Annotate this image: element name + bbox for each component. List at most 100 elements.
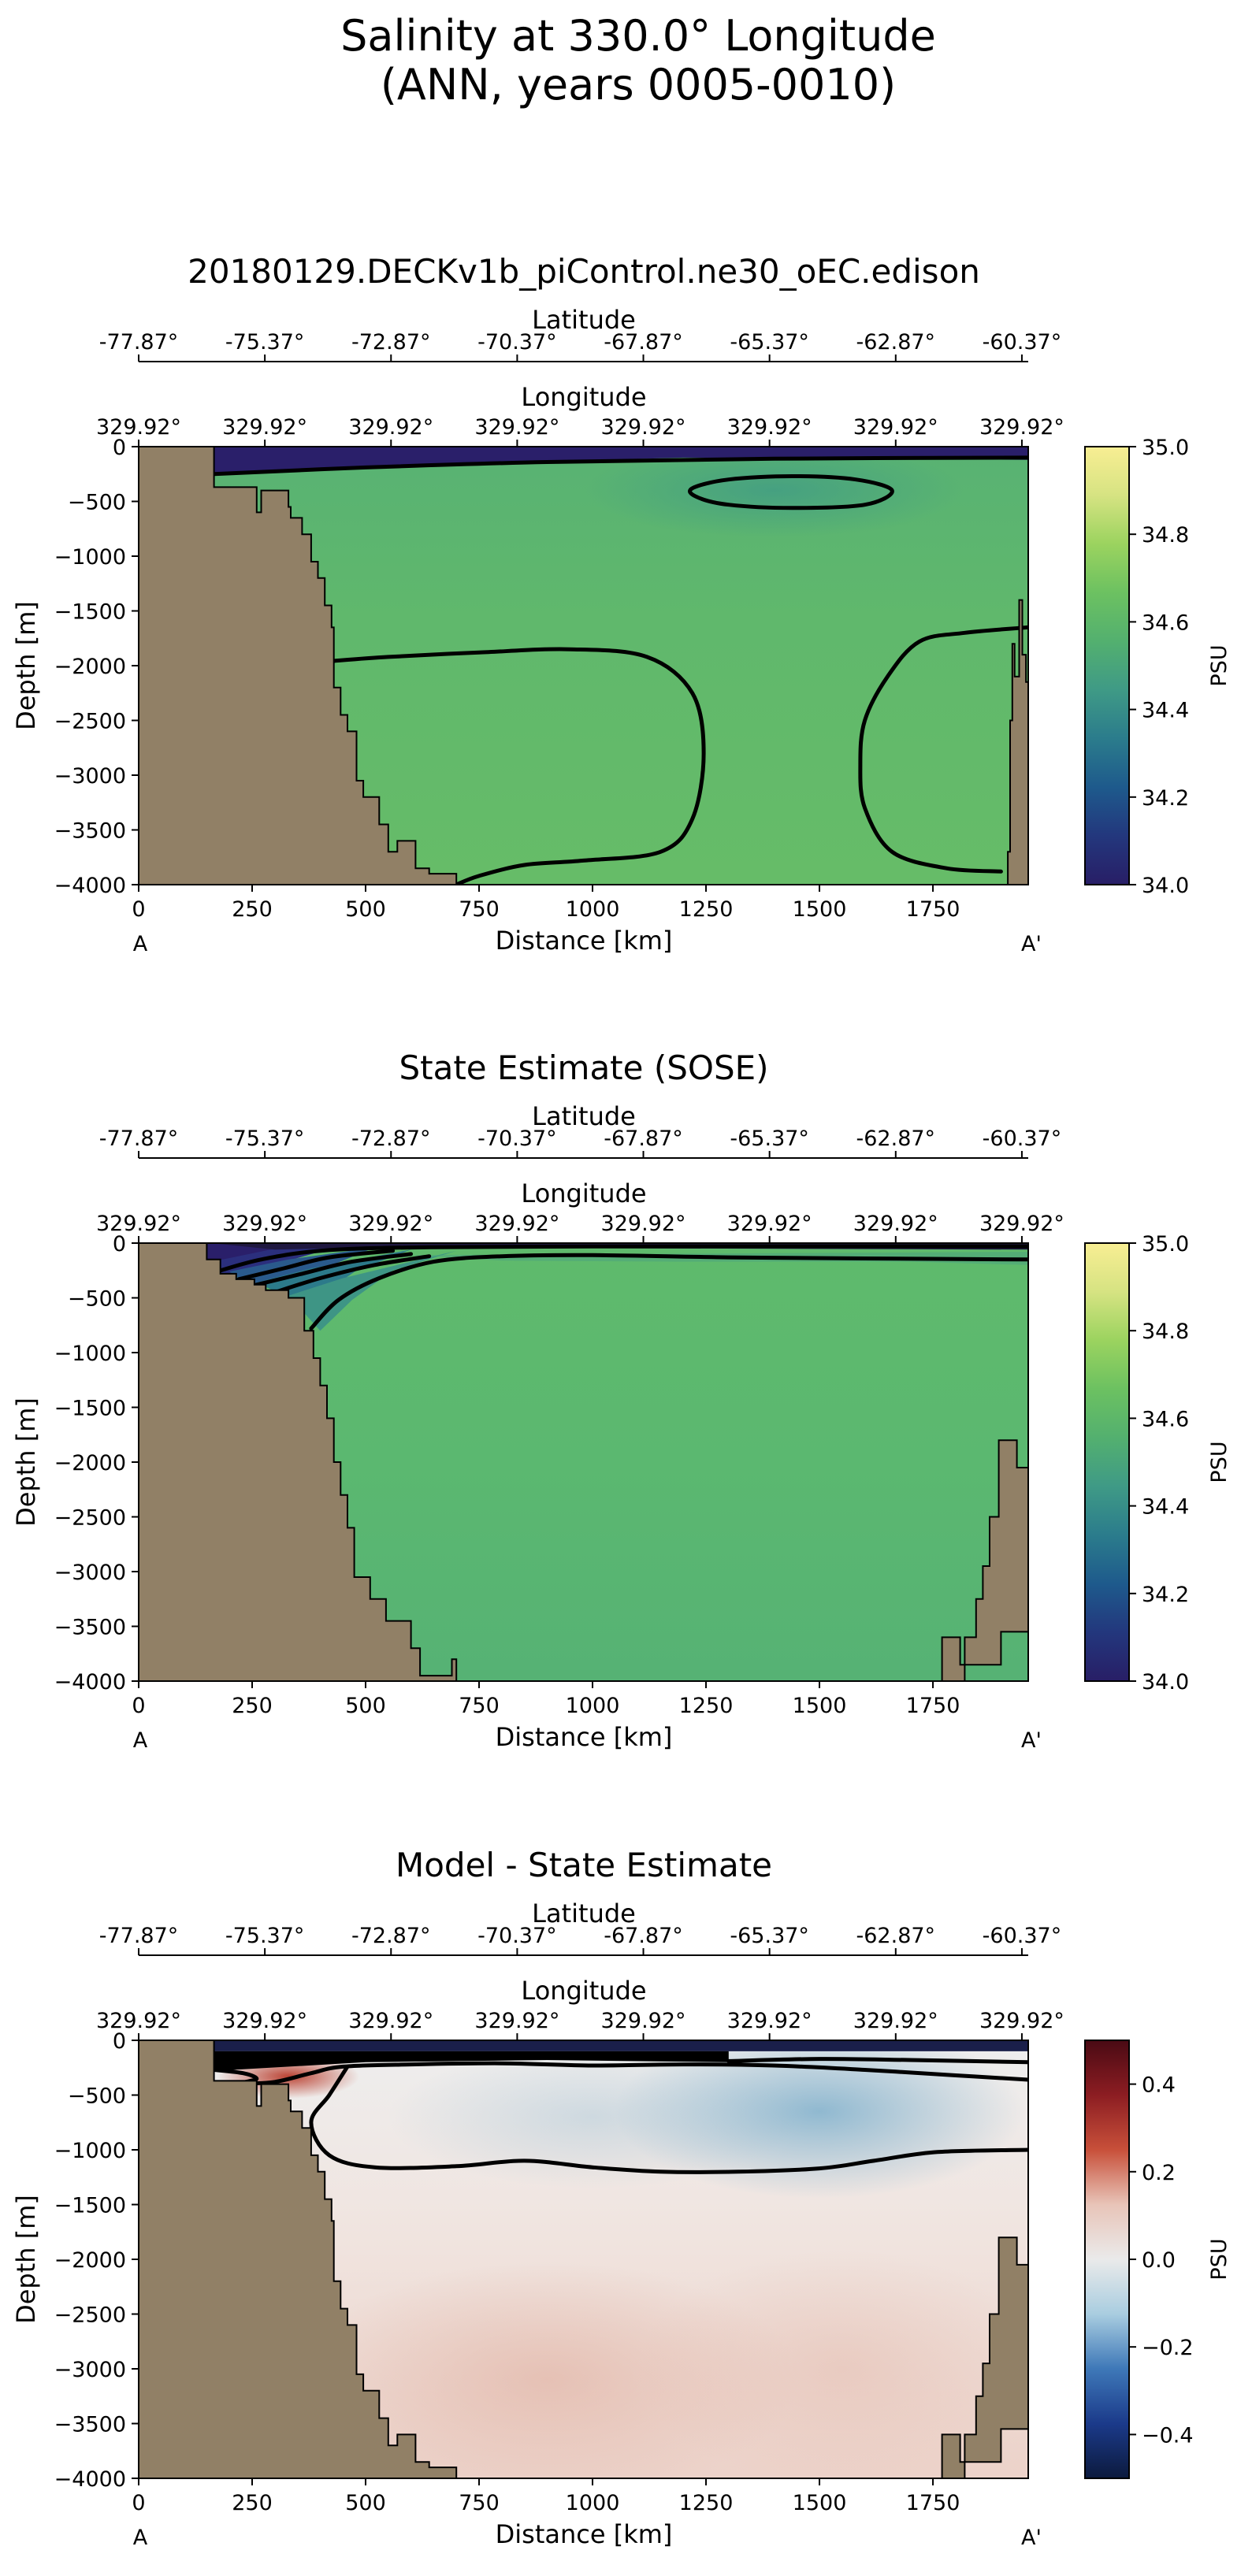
x-tick-label: 1750 bbox=[906, 897, 960, 922]
y-tick-label: 0 bbox=[113, 436, 126, 460]
longitude-tick-label: 329.92° bbox=[222, 415, 307, 440]
latitude-tick-label: -75.37° bbox=[225, 330, 305, 354]
latitude-tick-label: -77.87° bbox=[99, 330, 179, 354]
contour-surface-right bbox=[726, 2057, 1028, 2065]
latitude-tick-label: -65.37° bbox=[730, 330, 809, 354]
colorbar-tick-label: 35.0 bbox=[1142, 1232, 1189, 1256]
panel-sose: State Estimate (SOSE) Latitude Longitude -7… bbox=[11, 1049, 1232, 1753]
longitude-tick-label: 329.92° bbox=[727, 415, 812, 440]
x-axis-label: Distance [km] bbox=[496, 926, 673, 956]
contour-shelf-2 bbox=[250, 1252, 414, 1288]
latitude-tick-label: -67.87° bbox=[604, 330, 683, 354]
y-tick-label: −3000 bbox=[54, 764, 126, 789]
latitude-tick-label: -62.87° bbox=[856, 1127, 936, 1151]
colorbar-tick-label: 35.0 bbox=[1142, 436, 1189, 460]
y-tick-label: −2500 bbox=[54, 710, 126, 734]
longitude-tick-label: 329.92° bbox=[853, 1212, 938, 1236]
longitude-tick-label: 329.92° bbox=[348, 1212, 433, 1236]
colorbar-tick-label: 34.0 bbox=[1142, 874, 1189, 898]
latitude-tick-label: -77.87° bbox=[99, 1127, 179, 1151]
longitude-tick-label: 329.92° bbox=[979, 415, 1064, 440]
salinity-difference-field bbox=[139, 2040, 1028, 2478]
y-tick-label: −3500 bbox=[54, 819, 126, 844]
y-tick-label: −1000 bbox=[54, 1342, 126, 1366]
y-tick-label: −500 bbox=[68, 2084, 126, 2109]
x-tick-label: 1000 bbox=[566, 2491, 620, 2515]
latitude-tick-label: -67.87° bbox=[604, 1127, 683, 1151]
colorbar-tick-label: 34.2 bbox=[1142, 1583, 1189, 1607]
colorbar-tick-label: 34.6 bbox=[1142, 611, 1189, 635]
colorbar bbox=[1084, 446, 1130, 885]
contour-deep-right bbox=[858, 625, 1028, 874]
latitude-tick-label: -60.37° bbox=[983, 1924, 1062, 1948]
y-tick-label: −4000 bbox=[54, 2467, 126, 2492]
x-tick-label: 1250 bbox=[679, 2491, 734, 2515]
colorbar-label: PSU bbox=[1207, 644, 1232, 686]
y-tick-label: −3500 bbox=[54, 1616, 126, 1640]
colorbar-tick-label: 34.8 bbox=[1142, 523, 1189, 547]
panel-title: State Estimate (SOSE) bbox=[399, 1049, 768, 1087]
figure-title-line-2: (ANN, years 0005-0010) bbox=[381, 60, 896, 109]
x-tick-label: 1750 bbox=[906, 2491, 960, 2515]
bathymetry-left bbox=[139, 447, 458, 885]
plot-frame bbox=[138, 446, 1029, 885]
x-tick-label: 250 bbox=[232, 1694, 273, 1718]
y-tick-label: −4000 bbox=[54, 874, 126, 898]
longitude-tick-label: 329.92° bbox=[601, 1212, 686, 1236]
colorbar-tick-label: −0.4 bbox=[1142, 2423, 1194, 2448]
colorbar bbox=[1084, 2040, 1130, 2479]
plot-frame bbox=[138, 1242, 1029, 1682]
section-start-label: A bbox=[133, 2526, 148, 2550]
y-tick-label: −2500 bbox=[54, 1506, 126, 1531]
contour-deep-left bbox=[327, 647, 706, 885]
longitude-tick-label: 329.92° bbox=[474, 2009, 559, 2033]
latitude-axis-label: Latitude bbox=[532, 1101, 636, 1131]
y-tick-label: −1000 bbox=[54, 545, 126, 570]
contour-surface bbox=[212, 455, 1028, 477]
longitude-tick-label: 329.92° bbox=[601, 415, 686, 440]
section-start-label: A bbox=[133, 1728, 148, 1753]
latitude-tick-label: -65.37° bbox=[730, 1127, 809, 1151]
colorbar-tick-label: 34.2 bbox=[1142, 786, 1189, 811]
y-tick-label: 0 bbox=[113, 2029, 126, 2054]
colorbar-tick-label: 34.8 bbox=[1142, 1320, 1189, 1344]
contour-main bbox=[309, 1253, 1028, 1331]
colorbar-tick-label: 34.4 bbox=[1142, 1495, 1189, 1520]
y-tick-label: −2000 bbox=[54, 1451, 126, 1475]
x-tick-label: 250 bbox=[232, 897, 273, 922]
panel-model: 20180129.DECKv1b_piControl.ne30_oEC.edis… bbox=[11, 252, 1232, 956]
latitude-tick-label: -70.37° bbox=[477, 1924, 557, 1948]
salinity-field-model bbox=[139, 447, 1028, 885]
y-tick-label: −1500 bbox=[54, 600, 126, 625]
y-tick-label: −500 bbox=[68, 1287, 126, 1312]
longitude-axis-label: Longitude bbox=[521, 1179, 646, 1208]
longitude-axis-label: Longitude bbox=[521, 1976, 646, 2006]
y-tick-label: −2000 bbox=[54, 2248, 126, 2273]
surface-contour-fill bbox=[214, 2051, 729, 2071]
latitude-tick-label: -77.87° bbox=[99, 1924, 179, 1948]
bathymetry-left bbox=[139, 2040, 458, 2478]
x-tick-label: 1500 bbox=[793, 2491, 847, 2515]
x-tick-label: 1250 bbox=[679, 1694, 734, 1718]
y-tick-label: −4000 bbox=[54, 1670, 126, 1694]
longitude-tick-label: 329.92° bbox=[727, 1212, 812, 1236]
latitude-tick-label: -60.37° bbox=[983, 1127, 1062, 1151]
latitude-tick-label: -75.37° bbox=[225, 1127, 305, 1151]
negative-anomaly-patch-2 bbox=[388, 2046, 798, 2188]
panel-title: 20180129.DECKv1b_piControl.ne30_oEC.edis… bbox=[188, 252, 980, 291]
latitude-tick-label: -67.87° bbox=[604, 1924, 683, 1948]
latitude-tick-label: -60.37° bbox=[983, 330, 1062, 354]
x-tick-label: 750 bbox=[459, 1694, 500, 1718]
latitude-tick-label: -70.37° bbox=[477, 1127, 557, 1151]
latitude-tick-label: -72.87° bbox=[351, 1924, 431, 1948]
longitude-tick-label: 329.92° bbox=[348, 2009, 433, 2033]
latitude-tick-label: -65.37° bbox=[730, 1924, 809, 1948]
section-end-label: A' bbox=[1021, 1728, 1042, 1753]
longitude-tick-label: 329.92° bbox=[853, 2009, 938, 2033]
y-tick-label: 0 bbox=[113, 1232, 126, 1256]
x-tick-label: 0 bbox=[132, 2491, 145, 2515]
x-tick-label: 1500 bbox=[793, 897, 847, 922]
y-tick-label: −2500 bbox=[54, 2303, 126, 2328]
surface-anomaly-band bbox=[214, 2040, 1028, 2051]
longitude-tick-label: 329.92° bbox=[853, 415, 938, 440]
